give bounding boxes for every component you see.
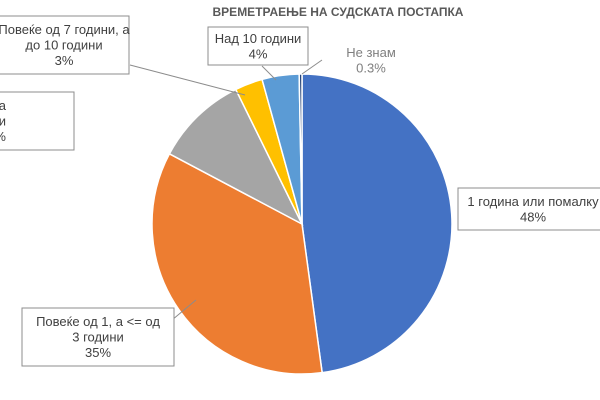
- chart-title: ВРЕМЕТРАЕЊЕ НА СУДСКАТА ПОСТАПКА: [213, 5, 464, 19]
- data-label-box-1: [21, 307, 175, 367]
- data-label-3-line-1: до 10 години: [25, 38, 102, 53]
- data-label-3-line-2: 3%: [55, 53, 74, 68]
- data-label-box-4: [207, 26, 309, 66]
- leader-line-4: [261, 65, 277, 81]
- data-label-1-line-2: 35%: [85, 345, 111, 360]
- data-label-3-line-0: Повеќе од 7 години, а: [0, 22, 130, 37]
- pie: [151, 73, 453, 375]
- pie-slice-1: [151, 152, 323, 375]
- leader-line-1: [171, 299, 197, 321]
- data-label-4-line-0: Над 10 години: [215, 31, 302, 46]
- data-label-1-line-0: Повеќе од 1, а <= од: [36, 314, 160, 329]
- data-label-1-line-1: 3 години: [72, 330, 124, 345]
- leader-lines: [129, 59, 323, 321]
- data-label-2-line-1: <= од 7 години: [0, 114, 6, 129]
- pie-slice-2: [168, 88, 304, 226]
- data-label-0-line-1: 48%: [520, 209, 546, 224]
- leader-line-3: [129, 64, 246, 96]
- data-label-5-line-1: 0.3%: [356, 60, 386, 75]
- data-label-2-line-0: Повеќе од 3 години, а: [0, 98, 7, 113]
- pie-slice-0: [301, 73, 453, 374]
- data-label-box-3: [0, 15, 130, 75]
- data-label-2-line-2: 10%: [0, 129, 6, 144]
- data-label-box-0: [457, 187, 600, 231]
- leader-line-5: [301, 59, 323, 75]
- pie-slice-5: [298, 73, 303, 225]
- data-label-2: Повеќе од 3 години, а<= од 7 години10%: [0, 91, 75, 151]
- data-label-box-2: [0, 91, 75, 151]
- data-label-0-line-0: 1 година или помалку: [467, 194, 599, 209]
- data-label-4-line-1: 4%: [249, 46, 268, 61]
- data-label-5-line-0: Не знам: [346, 45, 396, 60]
